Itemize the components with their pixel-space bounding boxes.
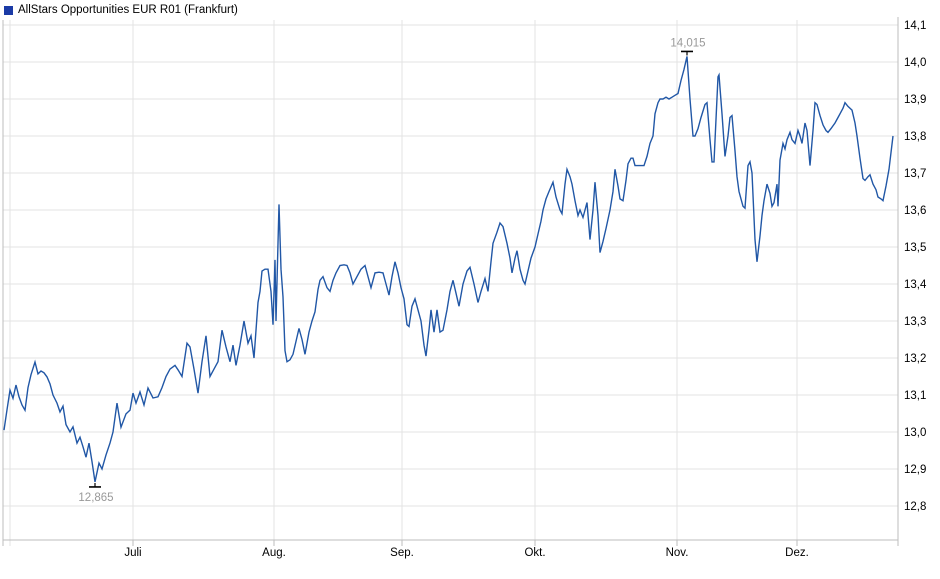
high-value-label: 14,015	[670, 37, 705, 49]
y-axis-tick-label: 13,1	[904, 390, 926, 402]
y-axis-tick-label: 13,6	[904, 205, 926, 217]
y-axis-tick-label: 13,4	[904, 279, 927, 291]
series-legend-square-icon	[4, 5, 13, 15]
month-label: Juli	[124, 547, 141, 559]
y-axis-tick-label: 13,9	[904, 94, 926, 106]
y-axis-tick-label: 14,1	[904, 20, 926, 32]
month-label: Okt.	[524, 547, 545, 559]
month-label: Aug.	[262, 547, 286, 559]
y-axis-tick-label: 14,0	[904, 57, 926, 69]
y-axis-tick-label: 13,7	[904, 168, 926, 180]
month-label: Dez.	[785, 547, 809, 559]
y-axis-tick-label: 13,5	[904, 242, 926, 254]
month-label: Sep.	[390, 547, 414, 559]
low-value-label: 12,865	[78, 492, 113, 504]
month-label: Nov.	[666, 547, 689, 559]
chart-header: AllStars Opportunities EUR R01 (Frankfur…	[4, 3, 238, 17]
chart-title: AllStars Opportunities EUR R01 (Frankfur…	[18, 4, 238, 16]
y-axis-tick-label: 13,3	[904, 316, 926, 328]
y-axis-tick-label: 13,8	[904, 131, 926, 143]
y-axis-tick-label: 12,8	[904, 501, 926, 513]
price-series-line	[3, 56, 894, 483]
y-axis-tick-label: 13,0	[904, 427, 926, 439]
y-axis-tick-label: 12,9	[904, 464, 926, 476]
y-axis-tick-label: 13,2	[904, 353, 926, 365]
